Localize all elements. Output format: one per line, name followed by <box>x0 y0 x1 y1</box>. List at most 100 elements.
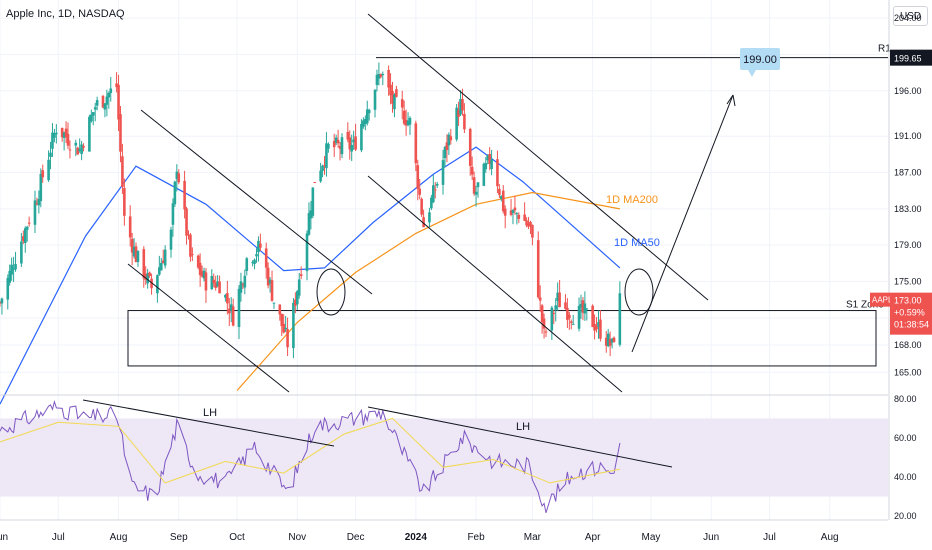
candle-body <box>515 213 519 215</box>
rsi-tick-label: 80.00 <box>894 394 917 404</box>
candle-body <box>200 271 204 277</box>
last-price-tag <box>890 292 932 335</box>
candle-body <box>144 273 148 280</box>
candle-body <box>101 95 105 108</box>
candle-body <box>325 143 328 169</box>
candle-body <box>68 149 72 151</box>
candle-body <box>416 165 420 189</box>
candle-body <box>142 249 146 279</box>
candle-body <box>525 220 528 226</box>
support-zone: S1 Zone <box>127 300 884 367</box>
candle-body <box>295 291 299 305</box>
chart-title: Apple Inc, 1D, NASDAQ <box>6 8 125 20</box>
candle-body <box>253 259 256 264</box>
candle-body <box>597 322 600 327</box>
candle-body <box>420 198 423 215</box>
candle-body <box>270 280 274 301</box>
candle-body <box>12 268 15 270</box>
candle-body <box>212 279 216 284</box>
candle-body <box>500 195 503 199</box>
channel-2-upper <box>367 13 709 301</box>
candle-body <box>455 107 458 140</box>
candle-body <box>210 275 214 290</box>
candle-body <box>62 132 66 138</box>
candle-body <box>148 272 151 277</box>
price-tick-label: 196.00 <box>894 86 922 96</box>
candle-body <box>6 278 10 300</box>
candle-body <box>432 185 435 203</box>
candle-body <box>538 297 542 301</box>
candle-body <box>610 338 614 343</box>
resistance-value-label: 199.65 <box>894 54 922 64</box>
candle-body <box>418 188 422 195</box>
candle-body <box>80 144 83 154</box>
candle-body <box>25 226 29 230</box>
candle-body <box>175 171 179 180</box>
candle-body <box>583 303 587 314</box>
candle-body <box>482 163 486 186</box>
candle-body <box>569 321 573 323</box>
price-tick-label: 183.00 <box>894 204 922 214</box>
candle-body <box>367 109 371 114</box>
candle-body <box>103 103 107 110</box>
candle-body <box>364 118 367 125</box>
candle-body <box>196 255 200 268</box>
candle-body <box>323 165 326 167</box>
candle-body <box>158 267 161 275</box>
candle-body <box>463 113 466 130</box>
candle-body <box>27 222 31 224</box>
candle-body <box>558 292 561 308</box>
candle-body <box>132 246 136 257</box>
candle-body <box>307 213 311 235</box>
candle-body <box>251 262 254 264</box>
candle-body <box>22 236 25 242</box>
candle-body <box>0 298 4 304</box>
time-tick-label: Jun <box>0 532 8 543</box>
rsi-tick-label: 60.00 <box>894 433 917 443</box>
candle-body <box>332 141 336 148</box>
price-tick-label: 187.00 <box>894 168 922 178</box>
candle-body <box>612 337 616 342</box>
candle-body <box>60 127 64 138</box>
time-tick-label: Aug <box>110 532 128 543</box>
candle-body <box>571 323 575 325</box>
candle-body <box>406 120 410 126</box>
target-label: 199.00 <box>743 54 777 66</box>
candle-body <box>365 109 369 124</box>
candle-body <box>227 308 231 314</box>
candle-body <box>618 293 622 345</box>
candle-body <box>484 163 488 170</box>
candle-body <box>393 94 396 110</box>
candle-body <box>115 83 118 88</box>
candle-body <box>428 212 431 223</box>
candle-body <box>566 307 569 320</box>
candle-body <box>373 89 377 110</box>
candle-body <box>78 149 81 151</box>
target-bubble-tail <box>748 70 756 77</box>
candle-body <box>400 99 404 108</box>
time-tick-label: Dec <box>347 532 365 543</box>
candle-body <box>282 323 285 333</box>
candle-body <box>311 187 315 216</box>
candle-body <box>93 107 97 110</box>
candle-body <box>243 275 247 288</box>
candle-body <box>121 156 124 187</box>
candle-body <box>334 137 338 143</box>
candle-body <box>309 210 313 219</box>
candle-body <box>457 109 460 117</box>
candle-body <box>531 224 534 238</box>
candle-body <box>64 128 68 138</box>
currency-button[interactable]: USD <box>893 6 928 26</box>
candle-body <box>185 208 188 236</box>
price-tick-label: 191.00 <box>894 131 922 141</box>
candle-body <box>163 249 167 266</box>
candle-body <box>214 283 217 288</box>
candle-body <box>375 74 379 86</box>
candle-body <box>37 199 41 206</box>
rsi-lh-line-1 <box>82 399 335 447</box>
time-tick-label: Aug <box>821 532 839 543</box>
candle-body <box>47 159 50 181</box>
candle-body <box>445 142 449 151</box>
candle-body <box>509 210 513 215</box>
price-tick-label: 179.00 <box>894 240 922 250</box>
